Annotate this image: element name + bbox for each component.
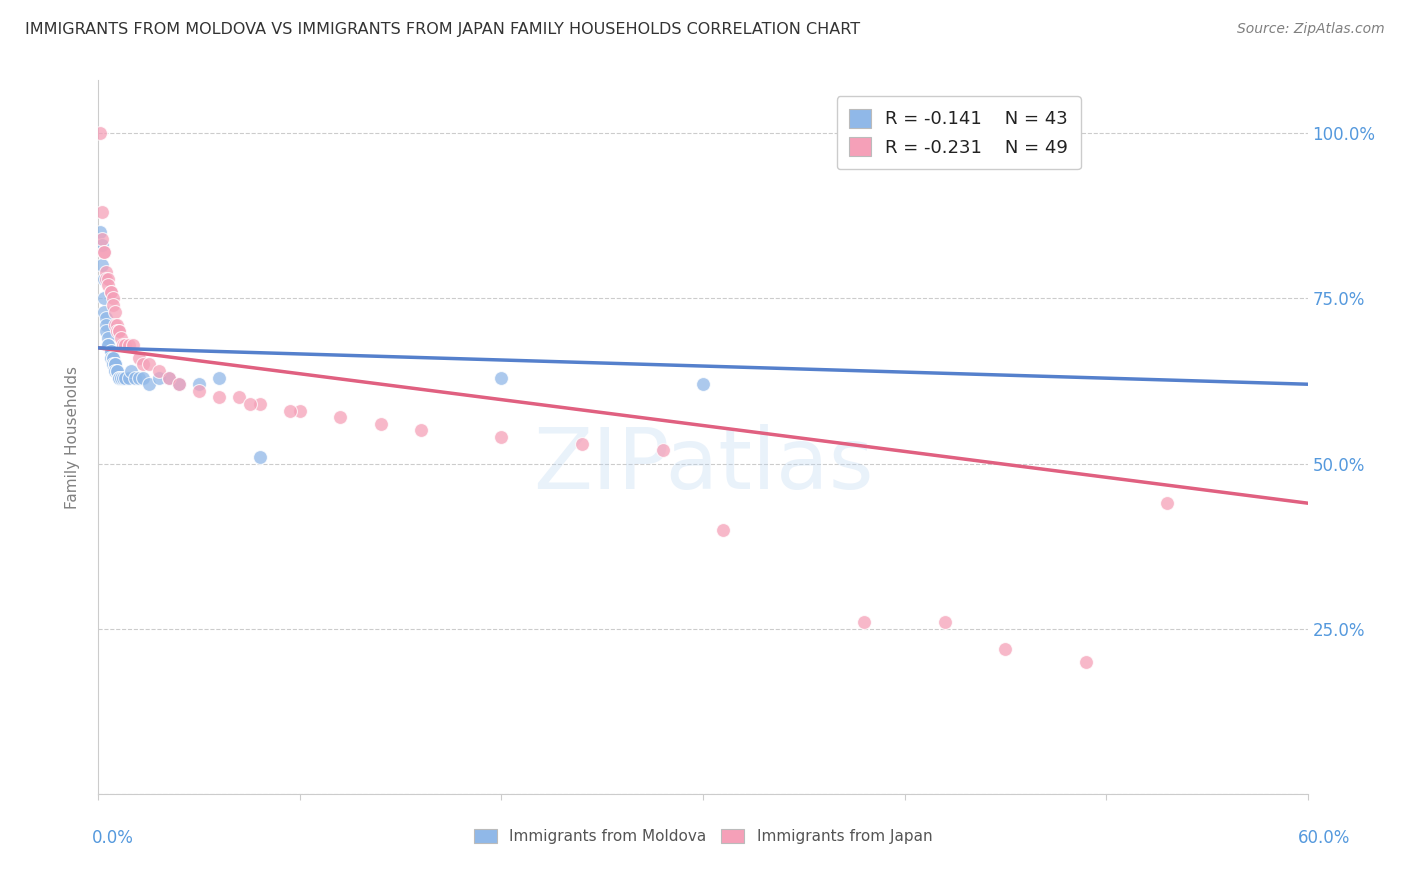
Text: IMMIGRANTS FROM MOLDOVA VS IMMIGRANTS FROM JAPAN FAMILY HOUSEHOLDS CORRELATION C: IMMIGRANTS FROM MOLDOVA VS IMMIGRANTS FR… (25, 22, 860, 37)
Point (107, 324, 129, 338)
Text: 0.0%: 0.0% (91, 829, 134, 847)
Point (93, 271, 115, 285)
Point (120, 364, 142, 378)
Point (96, 271, 118, 285)
Point (103, 304, 125, 318)
Text: 60.0%: 60.0% (1298, 829, 1350, 847)
Legend: Immigrants from Moldova, Immigrants from Japan: Immigrants from Moldova, Immigrants from… (468, 823, 938, 850)
Point (157, 370, 180, 384)
Point (103, 364, 125, 378)
Point (1156, 496, 1178, 510)
Point (100, 351, 122, 365)
Point (91, 205, 114, 219)
Point (118, 370, 141, 384)
Point (103, 358, 125, 372)
Point (167, 377, 190, 392)
Point (103, 358, 125, 372)
Point (132, 358, 155, 372)
Point (138, 358, 160, 372)
Point (107, 324, 129, 338)
Point (167, 377, 190, 392)
Point (105, 364, 128, 378)
Point (711, 523, 734, 537)
Point (97, 337, 120, 351)
Point (370, 417, 392, 431)
Point (93, 245, 115, 260)
Point (138, 377, 160, 392)
Point (101, 351, 124, 365)
Point (124, 370, 146, 384)
Point (93, 304, 115, 318)
Point (103, 358, 125, 372)
Point (105, 364, 128, 378)
Point (188, 377, 211, 392)
Point (93, 291, 115, 305)
Point (278, 403, 301, 417)
Point (208, 370, 231, 384)
Point (105, 318, 128, 332)
Point (110, 331, 132, 345)
Point (101, 291, 124, 305)
Point (491, 430, 513, 444)
Point (208, 391, 231, 405)
Point (228, 391, 250, 405)
Point (288, 403, 311, 417)
Point (97, 278, 120, 293)
Point (994, 641, 1017, 656)
Point (96, 265, 118, 279)
Point (188, 384, 211, 398)
Point (239, 397, 262, 411)
Y-axis label: Family Households: Family Households (65, 366, 80, 508)
Point (97, 337, 120, 351)
Point (249, 450, 271, 464)
Point (249, 397, 271, 411)
Point (91, 232, 114, 246)
Point (91, 258, 114, 272)
Text: ZIPatlas: ZIPatlas (533, 424, 873, 508)
Point (89, 225, 111, 239)
Point (93, 245, 115, 260)
Point (157, 370, 180, 384)
Point (128, 370, 150, 384)
Point (692, 377, 714, 392)
Point (934, 615, 956, 629)
Point (491, 370, 513, 384)
Point (97, 271, 120, 285)
Point (409, 424, 432, 438)
Point (105, 324, 128, 338)
Point (111, 370, 134, 384)
Point (101, 298, 124, 312)
Point (1074, 655, 1097, 669)
Point (89, 126, 111, 140)
Point (107, 370, 129, 384)
Point (96, 318, 118, 332)
Point (97, 331, 120, 345)
Point (100, 285, 122, 299)
Point (114, 370, 136, 384)
Point (114, 337, 136, 351)
Point (100, 344, 122, 359)
Point (111, 337, 134, 351)
Point (91, 238, 114, 252)
Point (571, 436, 593, 450)
Point (110, 370, 132, 384)
Point (107, 370, 129, 384)
Point (118, 337, 141, 351)
Text: Source: ZipAtlas.com: Source: ZipAtlas.com (1237, 22, 1385, 37)
Point (651, 443, 673, 458)
Point (132, 370, 155, 384)
Point (100, 285, 122, 299)
Point (96, 324, 118, 338)
Point (148, 370, 170, 384)
Point (148, 364, 170, 378)
Point (96, 311, 118, 326)
Point (100, 344, 122, 359)
Point (103, 318, 125, 332)
Point (329, 410, 352, 425)
Point (853, 615, 876, 629)
Point (121, 337, 143, 351)
Point (101, 358, 124, 372)
Point (128, 351, 150, 365)
Point (101, 351, 124, 365)
